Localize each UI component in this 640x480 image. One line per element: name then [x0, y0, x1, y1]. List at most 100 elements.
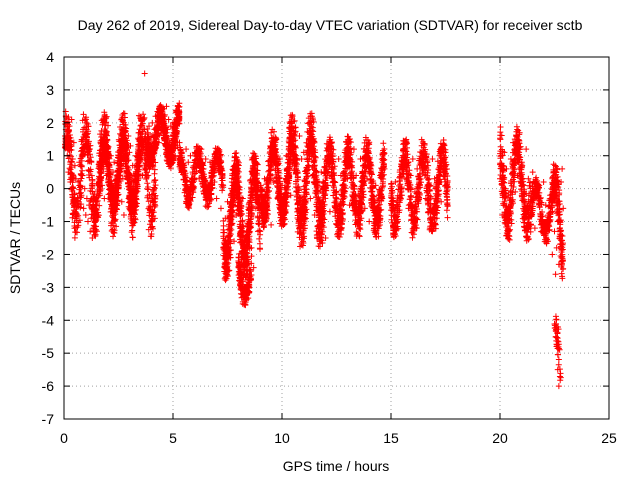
data-point [68, 175, 75, 182]
data-point [77, 183, 84, 190]
data-point [163, 103, 170, 110]
data-point [77, 170, 84, 177]
data-point [65, 127, 72, 134]
data-point [113, 223, 120, 230]
data-point [296, 132, 303, 139]
data-point [128, 215, 135, 222]
data-point [264, 184, 271, 191]
data-point [145, 226, 152, 233]
data-point [256, 227, 263, 234]
data-point [109, 219, 116, 226]
data-point [531, 225, 538, 232]
data-point [151, 203, 158, 210]
data-point [118, 198, 125, 205]
data-point [542, 202, 549, 209]
data-point [149, 119, 156, 126]
data-point [268, 221, 275, 228]
data-point [144, 192, 151, 199]
data-point [120, 121, 127, 128]
data-point [308, 110, 315, 117]
data-point [99, 121, 106, 128]
data-point [80, 111, 87, 118]
data-point [136, 126, 143, 133]
data-point [268, 129, 275, 136]
data-point [346, 202, 353, 209]
data-point [529, 169, 536, 176]
data-point [102, 122, 109, 129]
data-point [90, 191, 97, 198]
data-point [81, 185, 88, 192]
data-point [88, 159, 95, 166]
data-point [101, 195, 108, 202]
data-point [110, 233, 117, 240]
data-point [165, 116, 172, 123]
data-point [87, 198, 94, 205]
data-point [88, 195, 95, 202]
data-point [525, 175, 532, 182]
data-point [326, 208, 333, 215]
data-point [307, 195, 314, 202]
data-point [91, 225, 98, 232]
data-point [89, 188, 96, 195]
data-point [77, 177, 84, 184]
data-point [68, 116, 75, 123]
data-point [213, 195, 220, 202]
data-point [140, 111, 147, 118]
data-point [549, 251, 556, 258]
data-point [150, 186, 157, 193]
data-point [429, 156, 436, 163]
data-point [141, 70, 148, 77]
data-point [523, 146, 530, 153]
data-point [97, 131, 104, 138]
data-point [84, 218, 91, 225]
data-point [149, 197, 156, 204]
data-point [76, 182, 83, 189]
data-point [93, 194, 100, 201]
data-point [80, 205, 87, 212]
data-point [148, 217, 155, 224]
data-point [68, 153, 75, 160]
data-point [551, 228, 558, 235]
data-point [256, 240, 263, 247]
data-point [90, 208, 97, 215]
data-point [553, 244, 560, 251]
data-point [125, 132, 132, 139]
data-point [101, 111, 108, 118]
data-point [109, 213, 116, 220]
data-point [111, 159, 118, 166]
data-point [335, 156, 342, 163]
data-point [95, 212, 102, 219]
data-point [145, 172, 152, 179]
data-point [139, 130, 146, 137]
data-point [256, 235, 263, 242]
data-point [99, 116, 106, 123]
data-point [138, 117, 145, 124]
data-points [62, 70, 567, 390]
data-point [135, 129, 142, 136]
chart-title: Day 262 of 2019, Sidereal Day-to-day VTE… [78, 17, 583, 33]
data-point [69, 201, 76, 208]
data-point [72, 229, 79, 236]
data-point [187, 152, 194, 159]
data-point [540, 179, 547, 186]
data-point [414, 165, 421, 172]
data-point [129, 234, 136, 241]
data-point [108, 222, 115, 229]
data-point [87, 166, 94, 173]
data-point [409, 156, 416, 163]
data-point [147, 206, 154, 213]
data-point [217, 205, 224, 212]
data-point [101, 109, 108, 116]
data-point [89, 177, 96, 184]
data-point [78, 163, 85, 170]
data-point [250, 264, 257, 271]
data-point [67, 166, 74, 173]
data-point [84, 121, 91, 127]
data-point [117, 124, 124, 131]
data-point [87, 154, 94, 161]
data-point [83, 114, 90, 121]
data-point [68, 186, 75, 193]
data-point [152, 192, 159, 199]
data-point [79, 147, 86, 154]
